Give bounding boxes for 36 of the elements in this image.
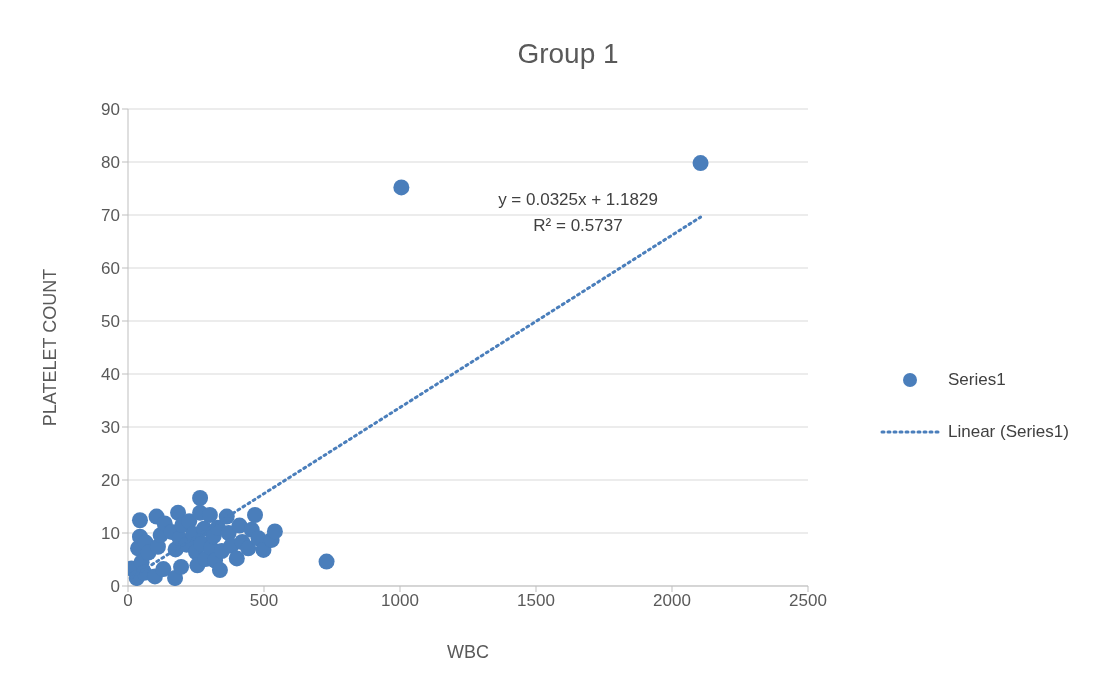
x-tick-label: 0 [123,591,133,611]
point [240,540,257,557]
point [393,179,410,196]
point [131,512,148,529]
legend-label: Series1 [948,370,1006,390]
x-axis-title: WBC [447,642,489,662]
point [173,558,190,575]
y-tick-label: 60 [101,259,120,279]
y-tick-label: 40 [101,365,120,385]
point [211,562,228,579]
x-tick-label: 2500 [789,591,827,611]
legend-label: Linear (Series1) [948,422,1069,442]
y-tick-label: 50 [101,312,120,332]
point [192,490,209,507]
y-tick-label: 70 [101,206,120,226]
y-axis-title: PLATELET COUNT [40,268,61,427]
y-tick-label: 10 [101,524,120,544]
point [155,561,172,578]
point [318,553,335,570]
point [266,523,283,540]
x-tick-label: 1000 [381,591,419,611]
y-tick-label: 80 [101,153,120,173]
point [201,506,218,523]
point [247,506,264,523]
y-tick-label: 30 [101,418,120,438]
x-tick-label: 1500 [517,591,555,611]
annotation: y = 0.0325x + 1.1829 [497,190,659,210]
point [692,155,709,172]
annotation: R² = 0.5737 [532,216,624,236]
y-tick-label: 20 [101,471,120,491]
y-tick-label: 90 [101,100,120,120]
x-tick-label: 2000 [653,591,691,611]
chart-title: Group 1 [516,38,620,70]
x-tick-label: 500 [249,591,279,611]
point [228,550,245,567]
y-tick-label: 0 [110,577,120,597]
